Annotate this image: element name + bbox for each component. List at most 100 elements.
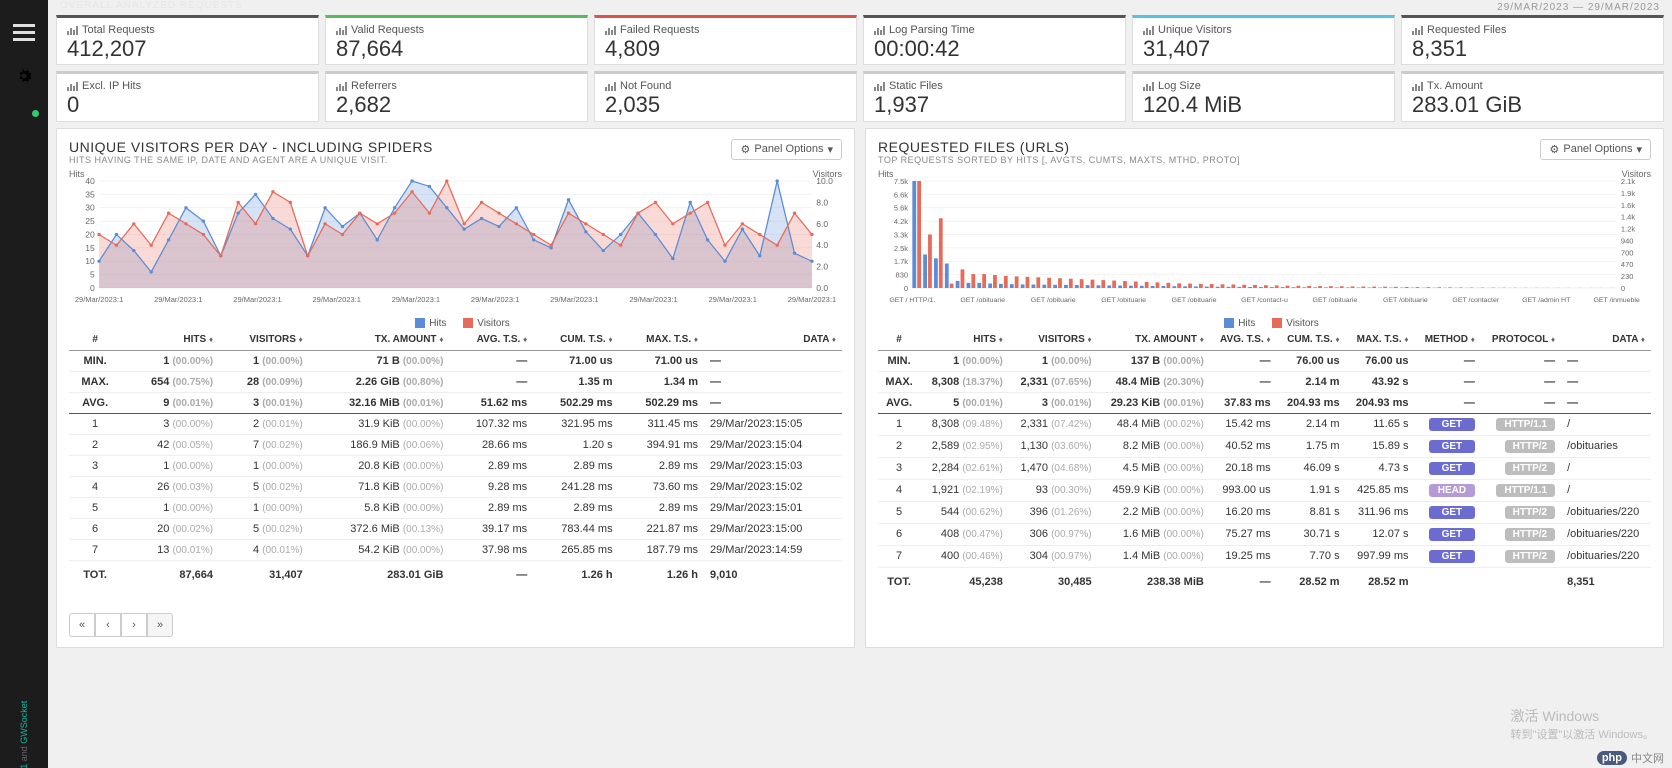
column-header[interactable]: CUM. T.S. ♦	[533, 329, 618, 351]
panel-subtitle: TOP REQUESTS SORTED BY HITS [, AVGTS, CU…	[878, 155, 1240, 165]
svg-text:20: 20	[85, 230, 95, 240]
stat-label: Not Found	[605, 80, 846, 92]
table-row[interactable]: 18,308 (09.48%)2,331 (07.42%)48.4 MiB (0…	[878, 413, 1651, 435]
svg-text:8.0: 8.0	[816, 197, 828, 207]
panel-requested-files: REQUESTED FILES (URLS) TOP REQUESTS SORT…	[865, 128, 1664, 648]
column-header[interactable]: TX. AMOUNT ♦	[1098, 329, 1210, 351]
table-row[interactable]: 32,284 (02.61%)1,470 (04.68%)4.5 MiB (00…	[878, 457, 1651, 479]
table-row[interactable]: 5544 (00.62%)396 (01.26%)2.2 MiB (00.00%…	[878, 501, 1651, 523]
table-row[interactable]: 51 (00.00%)1 (00.00%)5.8 KiB (00.00%)2.8…	[69, 497, 842, 518]
svg-text:GET /admin HT: GET /admin HT	[1522, 297, 1570, 304]
svg-text:29/Mar/2023:1: 29/Mar/2023:1	[233, 295, 281, 304]
svg-text:0: 0	[1621, 284, 1625, 293]
stats-row-1: Total Requests412,207Valid Requests87,66…	[56, 15, 1664, 65]
svg-text:GET /contacter: GET /contacter	[1452, 297, 1500, 304]
panel-options-button[interactable]: ⚙ Panel Options ▾	[731, 139, 842, 160]
stat-card: Requested Files8,351	[1401, 15, 1664, 65]
table-row[interactable]: 31 (00.00%)1 (00.00%)20.8 KiB (00.00%)2.…	[69, 455, 842, 476]
svg-text:GET /inmueble: GET /inmueble	[1593, 297, 1640, 304]
bar-chart-icon	[605, 26, 616, 35]
protocol-badge: HTTP/2	[1505, 462, 1555, 475]
stat-label: Requested Files	[1412, 24, 1653, 36]
column-header[interactable]: AVG. T.S. ♦	[1210, 329, 1277, 351]
panel-subtitle: HITS HAVING THE SAME IP, DATE AND AGENT …	[69, 155, 433, 165]
svg-text:0: 0	[90, 283, 95, 293]
svg-text:1.9k: 1.9k	[1621, 189, 1636, 198]
section-title: OVERALL ANALYZED REQUESTS	[56, 0, 247, 15]
svg-text:1.6k: 1.6k	[1621, 201, 1636, 210]
table-row[interactable]: 41,921 (02.19%)93 (00.30%)459.9 KiB (00.…	[878, 479, 1651, 501]
stat-value: 2,035	[605, 92, 846, 118]
column-header[interactable]: MAX. T.S. ♦	[619, 329, 704, 351]
stat-label: Excl. IP Hits	[67, 80, 308, 92]
svg-text:GET / HTTP/1.: GET / HTTP/1.	[889, 297, 935, 304]
page-first-button[interactable]: «	[69, 613, 95, 637]
stat-value: 87,664	[336, 36, 577, 62]
column-header[interactable]: HITS ♦	[920, 329, 1009, 351]
svg-text:1.2k: 1.2k	[1621, 225, 1636, 234]
svg-text:30: 30	[85, 203, 95, 213]
column-header[interactable]: CUM. T.S. ♦	[1277, 329, 1346, 351]
svg-text:1.7k: 1.7k	[894, 257, 909, 266]
menu-icon[interactable]	[10, 18, 38, 46]
stat-card: Unique Visitors31,407	[1132, 15, 1395, 65]
column-header[interactable]: METHOD ♦	[1415, 329, 1481, 351]
page-next-button[interactable]: ›	[121, 613, 147, 637]
column-header[interactable]: HITS ♦	[121, 329, 219, 351]
column-header[interactable]: VISITORS ♦	[219, 329, 309, 351]
summary-row: MAX.8,308 (18.37%)2,331 (07.65%)48.4 MiB…	[878, 371, 1651, 392]
table-row[interactable]: 13 (00.00%)2 (00.01%)31.9 KiB (00.00%)10…	[69, 413, 842, 434]
panel-visitors: UNIQUE VISITORS PER DAY - INCLUDING SPID…	[56, 128, 855, 648]
svg-text:25: 25	[85, 216, 95, 226]
svg-text:GET /obituarie: GET /obituarie	[1313, 297, 1358, 304]
stat-label: Unique Visitors	[1143, 24, 1384, 36]
column-header[interactable]: MAX. T.S. ♦	[1346, 329, 1415, 351]
column-header[interactable]: DATA ♦	[1561, 329, 1651, 351]
column-header[interactable]: VISITORS ♦	[1009, 329, 1098, 351]
column-header[interactable]: #	[69, 329, 121, 351]
svg-text:6.0: 6.0	[816, 219, 828, 229]
table-row[interactable]: 426 (00.03%)5 (00.02%)71.8 KiB (00.00%)9…	[69, 476, 842, 497]
method-badge: GET	[1429, 506, 1475, 519]
table-row[interactable]: 7400 (00.46%)304 (00.97%)1.4 MiB (00.00%…	[878, 545, 1651, 567]
table-row[interactable]: 620 (00.02%)5 (00.02%)372.6 MiB (00.13%)…	[69, 518, 842, 539]
gear-icon[interactable]	[10, 62, 38, 90]
method-badge: HEAD	[1429, 484, 1475, 497]
bar-chart-icon	[67, 82, 78, 91]
column-header[interactable]: DATA ♦	[704, 329, 842, 351]
table-row[interactable]: 6408 (00.47%)306 (00.97%)1.6 MiB (00.00%…	[878, 523, 1651, 545]
column-header[interactable]: #	[878, 329, 920, 351]
stat-value: 4,809	[605, 36, 846, 62]
summary-row: AVG.5 (00.01%)3 (00.01%)29.23 KiB (00.01…	[878, 392, 1651, 413]
svg-text:4.2k: 4.2k	[894, 217, 909, 226]
bar-chart-icon	[1143, 26, 1154, 35]
caret-down-icon: ▾	[827, 143, 833, 156]
stat-label: Log Parsing Time	[874, 24, 1115, 36]
summary-row: MIN.1 (00.00%)1 (00.00%)71 B (00.00%)—71…	[69, 350, 842, 371]
stat-card: Excl. IP Hits0	[56, 71, 319, 121]
page-prev-button[interactable]: ‹	[95, 613, 121, 637]
visitors-chart: Hits Visitors 05101520253035400.02.04.06…	[69, 171, 842, 316]
table-row[interactable]: 713 (00.01%)4 (00.01%)54.2 KiB (00.00%)3…	[69, 539, 842, 560]
table-row[interactable]: 242 (00.05%)7 (00.02%)186.9 MiB (00.06%)…	[69, 434, 842, 455]
column-header[interactable]: TX. AMOUNT ♦	[309, 329, 450, 351]
svg-text:5.6k: 5.6k	[894, 204, 909, 213]
bar-chart-icon	[605, 82, 616, 91]
bar-chart-icon	[336, 26, 347, 35]
page-last-button[interactable]: »	[147, 613, 173, 637]
svg-text:4.0: 4.0	[816, 240, 828, 250]
stats-row-2: Excl. IP Hits0Referrers2,682Not Found2,0…	[56, 71, 1664, 121]
panel-title: UNIQUE VISITORS PER DAY - INCLUDING SPID…	[69, 139, 433, 155]
svg-text:6.6k: 6.6k	[894, 190, 909, 199]
stat-card: Log Parsing Time00:00:42	[863, 15, 1126, 65]
column-header[interactable]: AVG. T.S. ♦	[449, 329, 533, 351]
table-row[interactable]: 22,589 (02.95%)1,130 (03.60%)8.2 MiB (00…	[878, 435, 1651, 457]
stat-value: 283.01 GiB	[1412, 92, 1653, 118]
column-header[interactable]: PROTOCOL ♦	[1481, 329, 1561, 351]
panel-options-button[interactable]: ⚙ Panel Options ▾	[1540, 139, 1651, 160]
stat-card: Failed Requests4,809	[594, 15, 857, 65]
svg-text:29/Mar/2023:1: 29/Mar/2023:1	[788, 295, 836, 304]
svg-text:35: 35	[85, 189, 95, 199]
protocol-badge: HTTP/2	[1505, 528, 1555, 541]
svg-text:29/Mar/2023:1: 29/Mar/2023:1	[550, 295, 598, 304]
